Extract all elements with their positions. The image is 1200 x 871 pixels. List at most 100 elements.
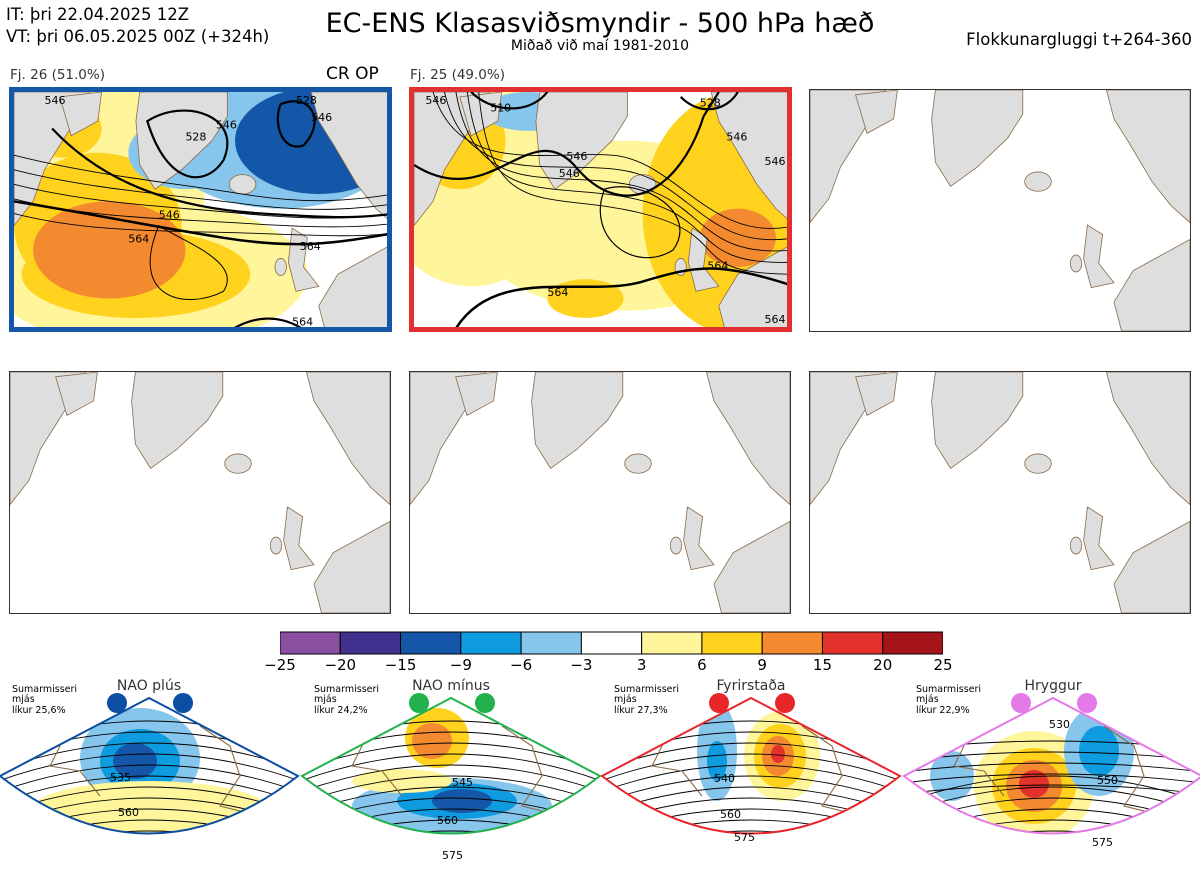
colorbar-swatch (339, 631, 402, 655)
colorbar-swatches (279, 631, 944, 655)
colorbar-tick: 15 (812, 656, 832, 674)
regime-title: NAO mínus (412, 678, 490, 694)
isoheight-528b (276, 100, 316, 148)
isoheight-546 (414, 92, 720, 197)
land-europe (718, 246, 787, 327)
map-canvas (10, 372, 390, 613)
colorbar-tick: 25 (933, 656, 953, 674)
colorbar-swatch (460, 631, 522, 655)
cluster-2-label: Fj. 25 (49.0%) (410, 67, 505, 83)
anomaly-negative (432, 789, 492, 813)
cluster-1-tag: CR OP (326, 64, 379, 84)
regime-contour-label: 540 (714, 772, 735, 785)
contour-label: 564 (292, 315, 313, 328)
land-ireland (1069, 536, 1083, 555)
isoheight-thin (14, 169, 387, 210)
contour-label: 528 (296, 94, 317, 107)
regime-isoheight (302, 830, 600, 834)
anomaly-positive (699, 208, 776, 267)
land-baffin (855, 90, 898, 134)
regime-info-height: mjás (12, 694, 35, 705)
isoheight-thin (478, 92, 787, 275)
classification-window: Flokkunargluggi t+264-360 (966, 30, 1192, 49)
contour-label: 546 (44, 94, 65, 107)
chart-subtitle: Miðað við maí 1981-2010 (510, 38, 690, 54)
land-britain (687, 227, 720, 292)
contour-label: 546 (726, 131, 747, 144)
contour-label: 510 (490, 101, 511, 114)
colorbar-tick: 3 (636, 656, 647, 674)
regime-isoheight (302, 775, 600, 807)
regime-isoheight (302, 819, 600, 834)
map-canvas (810, 90, 1190, 331)
regime-info-season: Sumarmisseri (916, 684, 981, 695)
regime-marker-dot (1077, 693, 1097, 713)
land-iceland (624, 453, 652, 474)
regime-isoheight (904, 773, 1200, 785)
regime-marker-dot (107, 693, 127, 713)
land-ireland (269, 536, 283, 555)
regime-isoheight (904, 784, 1200, 796)
isoheight-564 (455, 267, 787, 327)
regime-marker-dot (173, 693, 193, 713)
colorbar-tick: −15 (384, 656, 417, 674)
isoheight-thin (466, 92, 787, 263)
regime-info-season: Sumarmisseri (12, 684, 77, 695)
regime-contour-label: 550 (1097, 774, 1118, 787)
land-scandinavia (1105, 372, 1190, 506)
regime-isoheight (904, 830, 1200, 834)
anomaly-negative (707, 741, 727, 781)
contour-label: 564 (707, 259, 728, 272)
land-scandinavia (305, 372, 390, 506)
colorbar-tick: −20 (324, 656, 357, 674)
isoheight-528 (146, 109, 229, 179)
land-baffin (855, 372, 898, 416)
regime-info-height: mjás (614, 694, 637, 705)
colorbar-swatch (641, 631, 703, 655)
map-canvas (410, 372, 790, 613)
regime-contour-label: 575 (442, 849, 463, 862)
colorbar-swatch (580, 631, 643, 655)
colorbar-swatch (701, 631, 763, 655)
land-britain (1083, 224, 1115, 289)
land-britain (683, 506, 715, 571)
land-iceland (1024, 453, 1052, 474)
regime-info-prob: líkur 25,6% (12, 705, 66, 716)
isoheight-thin (14, 154, 387, 202)
land-britain (1083, 506, 1115, 571)
colorbar-tick: 20 (873, 656, 893, 674)
isoheight-thin (14, 183, 387, 219)
isoheight-thin (432, 92, 787, 229)
regime-contour-label: 575 (1092, 836, 1113, 849)
land-europe (1113, 520, 1190, 613)
cluster-map-1: 546 546 546 528 528 564 564 564 546 (9, 87, 392, 332)
land-greenland (531, 372, 624, 469)
land-iceland (224, 453, 252, 474)
colorbar-tick: −9 (449, 656, 472, 674)
land-greenland (931, 372, 1024, 469)
land-iceland (228, 174, 257, 195)
isoheight-thin (599, 186, 681, 259)
anomaly-positive (771, 745, 785, 763)
isoheight-thin (455, 92, 787, 252)
empty-map-6 (809, 371, 1191, 614)
land-scandinavia (705, 372, 790, 506)
regime-info-season: Sumarmisseri (314, 684, 379, 695)
map-canvas (810, 372, 1190, 613)
isoheight-528 (679, 92, 739, 111)
land-scandinavia (310, 92, 387, 220)
regime-marker-dot (1011, 693, 1031, 713)
contour-label: 564 (128, 233, 149, 246)
land-ireland (669, 536, 683, 555)
land-ireland (274, 258, 287, 276)
regime-isoheight (904, 819, 1200, 834)
isoheight-thin (14, 198, 387, 228)
regime-marker-dot (475, 693, 495, 713)
contour-label: 528 (185, 131, 206, 144)
regime-isoheight (904, 762, 1200, 774)
land-europe (1113, 238, 1190, 331)
cluster-map-2: 546 510 528 546 546 546 546 564 564 564 (409, 87, 792, 332)
